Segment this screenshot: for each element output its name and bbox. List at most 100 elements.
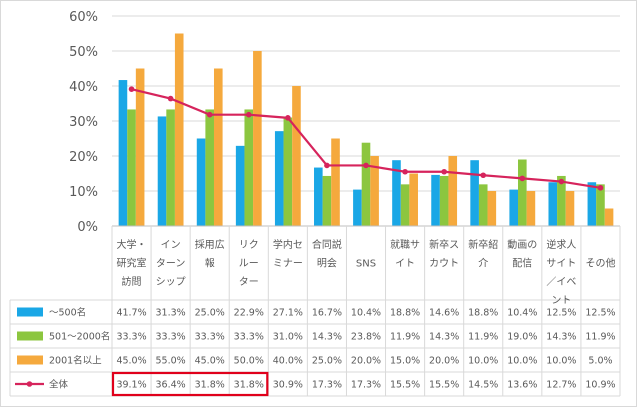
category-label: 動画の [507,238,537,251]
category-label: ント [551,296,571,307]
data-table-cell: 14.3% [312,332,342,343]
line-point [480,172,487,179]
gridlines [112,15,620,192]
line-point [128,86,135,92]
bar [314,167,323,226]
bar [166,109,175,226]
data-table-cell: 17.3% [312,380,342,391]
bar [331,138,340,226]
data-table-cell: 18.8% [390,308,420,319]
legend-key [17,331,43,341]
data-table-cell: 33.3% [116,332,146,343]
bar [235,145,245,226]
data-table-cell: 45.0% [116,356,146,367]
data-table-cell: 11.9% [468,332,498,343]
data-table-cell: 27.1% [273,308,303,319]
category-label: 逆求人 [546,238,576,251]
bar [604,208,614,226]
highlight-box [111,371,269,397]
data-table-cell: 19.0% [507,332,537,343]
line-point [597,185,604,191]
data-table-cell: 25.0% [195,308,225,319]
legend-label: 501～2000名 [49,331,110,343]
bar [487,191,497,226]
data-table-cell: 39.1% [116,380,146,391]
y-tick-label: 60% [69,10,98,25]
data-table-cell: 18.8% [468,308,498,319]
line-point [519,175,526,182]
category-label: 配信 [512,258,532,270]
category-label: 新卒紹 [468,238,498,251]
category-label: リク [239,239,259,251]
data-table-cell: 15.5% [390,380,420,391]
data-table-cell: 23.8% [351,332,381,343]
category-label: ター [239,276,259,288]
y-tick-label: 30% [69,115,98,130]
data-table-cell: 10.0% [507,356,537,367]
line-point [558,178,565,185]
data-table-cell: 31.8% [195,380,225,391]
data-table-cell: 10.4% [351,308,381,319]
category-label: その他 [585,257,615,270]
data-table-cell: 11.9% [390,332,420,343]
bar [205,109,214,226]
data-table-cell: 17.3% [351,380,381,391]
bar [400,184,410,226]
data-table-cell: 25.0% [312,356,342,367]
bar [392,160,401,226]
y-tick-label: 20% [69,150,98,165]
data-table-cell: 20.0% [351,356,381,367]
bar [448,156,458,226]
line-point [324,162,330,169]
bar [439,175,449,226]
data-table-cell: 11.9% [585,332,615,343]
overall-line [128,86,604,191]
bar [196,138,206,226]
line-point [245,111,252,118]
data-table-cell: 45.0% [195,356,225,367]
data-table-cell: 22.9% [234,308,264,319]
category-label: 大学・ [117,238,147,251]
data-table-cell: 10.0% [546,356,576,367]
y-tick-label: 50% [69,45,98,60]
y-tick-label: 10% [69,185,98,200]
category-label: 明会 [317,257,337,270]
bar [518,159,527,226]
bar [127,109,136,226]
y-axis-ticks: 0% 10% 20% 30% 40% 50% 60% [69,10,98,235]
category-label: 学内セ [273,238,303,251]
data-table-cell: 12.5% [546,308,576,319]
category-label: ミナー [273,258,303,270]
data-table-cell: 15.0% [390,356,420,367]
line-point [285,115,291,121]
data-table-cell: 12.7% [546,380,576,391]
bar [353,189,362,226]
category-label: イン [161,240,181,251]
bar [526,191,536,226]
data-table-cell: 41.7% [116,308,146,319]
legend-label: 全体 [49,379,69,391]
data-table-cell: 15.5% [429,380,459,391]
data-table-cell: 33.3% [195,332,225,343]
bar [157,116,167,226]
category-label: 介 [478,258,488,270]
bar [274,131,284,226]
bar [596,184,605,226]
data-table-cell: 33.3% [156,332,186,343]
data-table-cell: 31.8% [234,380,264,391]
y-tick-label: 40% [69,80,98,95]
category-label: SNS [356,259,376,270]
data-table-cell: 20.0% [429,356,459,367]
category-label: 報 [205,258,215,270]
data-table-cell: 10.4% [507,308,537,319]
category-label: 合同説 [312,238,342,251]
bar [118,80,128,226]
bar [509,189,519,226]
data-table-cell: 16.7% [312,308,342,319]
bar [370,156,379,226]
line-point [441,168,447,175]
bar [283,117,293,226]
data-table-cell: 14.3% [546,332,576,343]
legend-label: ～500名 [49,307,86,319]
bar [244,109,254,226]
